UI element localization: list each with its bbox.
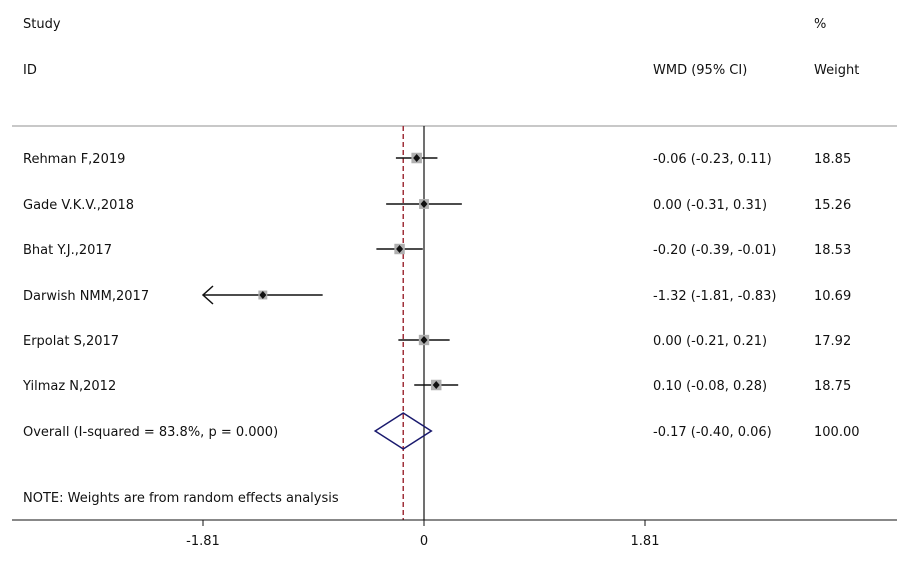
study-row: Darwish NMM,2017 -1.32 (-1.81, -0.83) 10.6… (23, 285, 851, 305)
point-estimate (420, 200, 428, 208)
study-weight: 17.92 (814, 334, 851, 349)
overall-diamond (373, 412, 433, 450)
study-ci-text: -0.06 (-0.23, 0.11) (653, 152, 772, 167)
study-label: Bhat Y.J.,2017 (23, 243, 112, 258)
study-weight: 18.75 (814, 379, 851, 394)
overall-row: Overall (I-squared = 83.8%, p = 0.000) -0… (23, 412, 860, 450)
study-label: Yilmaz N,2012 (22, 379, 116, 394)
x-tick-label: 1.81 (631, 534, 660, 549)
study-weight: 10.69 (814, 289, 851, 304)
header-id: ID (23, 63, 37, 78)
study-label: Darwish NMM,2017 (23, 289, 149, 304)
study-label: Erpolat S,2017 (23, 334, 119, 349)
point-estimate (432, 381, 440, 389)
study-weight: 18.53 (814, 243, 851, 258)
study-row: Rehman F,2019 -0.06 (-0.23, 0.11) 18.85 (23, 152, 851, 167)
study-label: Gade V.K.V.,2018 (23, 198, 134, 213)
header-weight: Weight (814, 63, 859, 78)
point-estimate (259, 291, 267, 299)
ci-arrow (201, 285, 214, 305)
x-tick-label: -1.81 (186, 534, 220, 549)
study-weight: 18.85 (814, 152, 851, 167)
header-effect: WMD (95% CI) (653, 63, 747, 78)
overall-ci-text: -0.17 (-0.40, 0.06) (653, 425, 772, 440)
study-row: Yilmaz N,2012 0.10 (-0.08, 0.28) 18.75 (22, 379, 851, 394)
study-row: Bhat Y.J.,2017 -0.20 (-0.39, -0.01) 18.53 (23, 243, 851, 258)
study-weight: 15.26 (814, 198, 851, 213)
x-tick-label: 0 (420, 534, 428, 549)
point-estimate (413, 154, 421, 162)
header-percent: % (814, 17, 826, 32)
study-ci-text: -1.32 (-1.81, -0.83) (653, 289, 776, 304)
study-row: Gade V.K.V.,2018 0.00 (-0.31, 0.31) 15.26 (23, 198, 851, 213)
study-ci-text: 0.00 (-0.31, 0.31) (653, 198, 767, 213)
study-row: Erpolat S,2017 0.00 (-0.21, 0.21) 17.92 (23, 334, 851, 349)
note-text: NOTE: Weights are from random effects an… (23, 491, 339, 506)
header-study: Study (23, 17, 61, 32)
study-ci-text: 0.00 (-0.21, 0.21) (653, 334, 767, 349)
overall-label: Overall (I-squared = 83.8%, p = 0.000) (23, 425, 278, 440)
overall-weight: 100.00 (814, 425, 860, 440)
study-label: Rehman F,2019 (23, 152, 125, 167)
study-ci-text: -0.20 (-0.39, -0.01) (653, 243, 776, 258)
point-estimate (396, 245, 404, 253)
point-estimate (420, 336, 428, 344)
study-ci-text: 0.10 (-0.08, 0.28) (653, 379, 767, 394)
